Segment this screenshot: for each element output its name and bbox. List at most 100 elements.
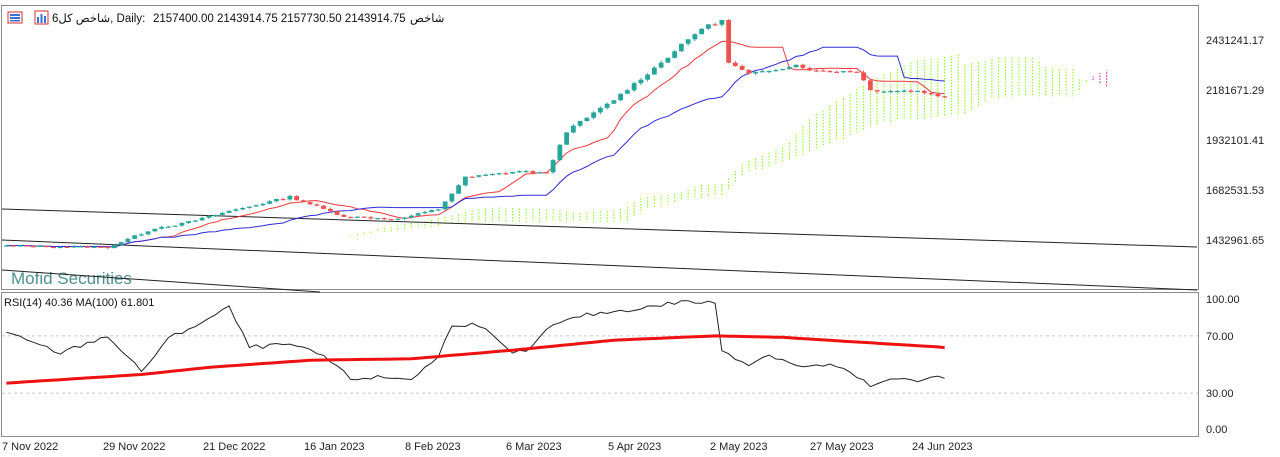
candle-body	[746, 69, 752, 74]
trendline[interactable]	[1, 239, 1198, 291]
candle-body	[267, 201, 273, 204]
candle	[375, 218, 381, 220]
candle	[557, 144, 563, 162]
candle	[773, 68, 779, 72]
candle-body	[672, 51, 678, 58]
chart-window-icon[interactable]	[7, 11, 23, 24]
candle-body	[395, 218, 401, 220]
candle	[78, 245, 84, 248]
candle	[91, 245, 97, 249]
candle	[705, 24, 711, 30]
candle-body	[597, 107, 603, 113]
candle	[867, 78, 873, 91]
candle	[793, 64, 799, 68]
price-tick-label: 2181671.29	[1206, 85, 1264, 97]
price-pane[interactable]	[1, 5, 1199, 290]
candle	[429, 209, 435, 213]
candle-body	[705, 24, 711, 29]
candle	[179, 222, 185, 227]
date-tick-label: 8 Feb 2023	[405, 441, 461, 453]
candle-body	[186, 221, 192, 223]
bar-chart-icon[interactable]	[34, 10, 49, 25]
candle	[543, 171, 549, 174]
candle	[800, 63, 806, 70]
candle-body	[908, 90, 914, 92]
candle-body	[577, 121, 583, 126]
candle	[321, 204, 327, 210]
candles	[3, 19, 948, 249]
candle	[739, 64, 745, 71]
candle	[10, 245, 16, 247]
date-tick-label: 27 May 2023	[810, 441, 874, 453]
candle-body	[280, 199, 286, 201]
candle-body	[753, 71, 759, 74]
candle	[287, 194, 293, 201]
candle	[584, 117, 590, 122]
candle	[17, 244, 23, 247]
candle	[24, 245, 30, 247]
candle	[759, 69, 765, 73]
candle-body	[51, 246, 57, 249]
candle	[300, 199, 306, 203]
candle	[435, 209, 441, 212]
candle	[219, 211, 225, 217]
candle	[719, 19, 725, 27]
candle	[152, 228, 158, 232]
candle	[591, 111, 597, 120]
rsi-ma-line	[6, 334, 945, 385]
trendline[interactable]	[1, 269, 321, 293]
trendline[interactable]	[1, 208, 1198, 248]
candle-body	[638, 79, 644, 84]
candle-body	[213, 214, 219, 217]
candle-body	[800, 64, 806, 68]
candle-body	[874, 90, 880, 92]
candle	[408, 214, 414, 219]
candle-body	[125, 238, 131, 243]
candle-body	[287, 196, 293, 200]
candle-body	[71, 246, 77, 248]
candle-body	[37, 245, 43, 247]
candle-body	[341, 214, 347, 217]
candle-body	[854, 71, 860, 73]
candle-body	[813, 70, 819, 72]
candle-body	[462, 176, 468, 186]
candle-body	[699, 28, 705, 35]
candle-body	[435, 209, 441, 211]
rsi-axis: 100.00 70.00 30.00 0.00	[1206, 294, 1240, 436]
candle-body	[456, 185, 462, 194]
candle-body	[408, 215, 414, 218]
candle	[105, 245, 111, 249]
candle-body	[516, 171, 522, 173]
candle	[942, 95, 948, 98]
candle-body	[118, 242, 124, 245]
candle-body	[388, 218, 394, 221]
candle	[44, 245, 50, 248]
candle	[746, 69, 752, 75]
candle-body	[550, 160, 556, 173]
candle-body	[111, 244, 117, 249]
rsi-series	[2, 300, 1198, 394]
trendlines	[1, 208, 1198, 293]
candle	[159, 225, 165, 230]
rsi-pane[interactable]	[1, 292, 1199, 437]
candle	[523, 169, 529, 173]
candle	[530, 170, 536, 174]
candle-body	[422, 212, 428, 214]
candle	[145, 231, 151, 236]
candle	[753, 71, 759, 76]
kijun-line	[6, 46, 945, 248]
price-tick-label: 1932101.41	[1206, 135, 1264, 147]
candle-body	[17, 245, 23, 247]
candle-body	[523, 171, 529, 173]
candle	[186, 221, 192, 225]
date-tick-label: 6 Mar 2023	[506, 441, 562, 453]
candle-body	[449, 193, 455, 202]
candle-body	[834, 71, 840, 73]
candle-body	[557, 144, 563, 161]
candle	[685, 39, 691, 46]
candle-body	[354, 216, 360, 218]
rsi-title: RSI(14) 40.36 MA(100) 61.801	[4, 297, 154, 309]
candle-body	[334, 211, 340, 215]
candle	[516, 170, 522, 173]
